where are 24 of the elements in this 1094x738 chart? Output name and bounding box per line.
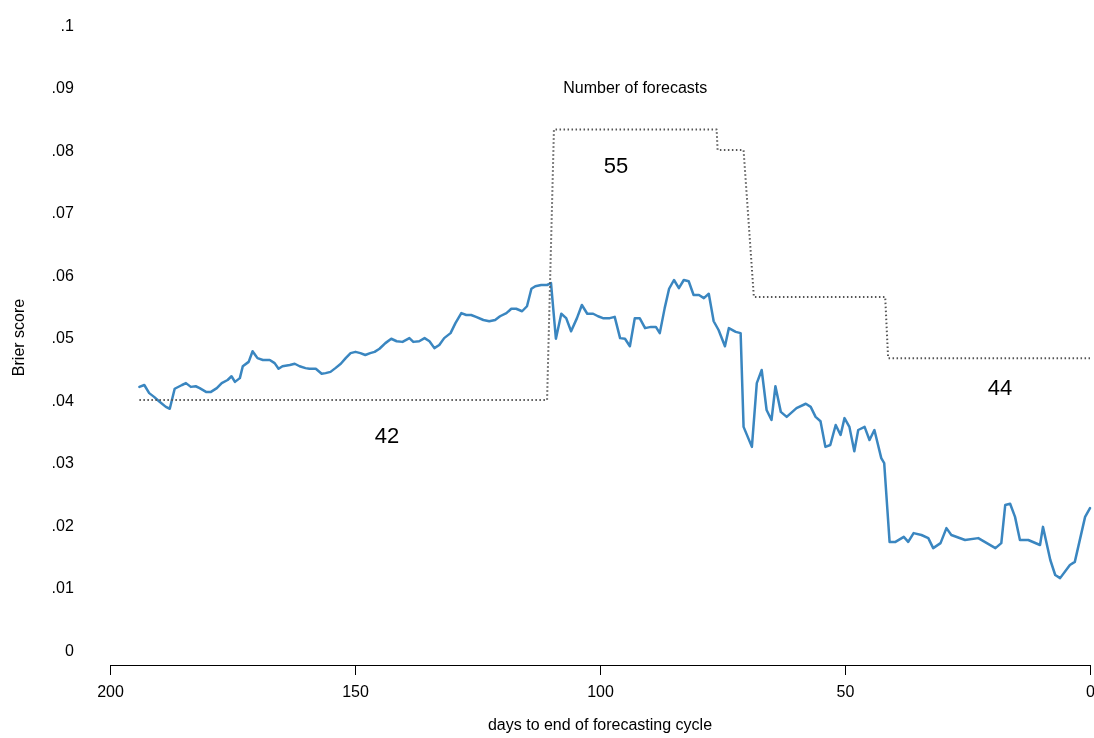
- y-tick-label: .1: [60, 16, 74, 34]
- y-tick-label: .04: [51, 391, 74, 409]
- y-tick-label: .07: [51, 204, 74, 222]
- annotation: 42: [374, 422, 400, 448]
- annotation: 44: [987, 374, 1013, 400]
- y-tick-label: 0: [64, 641, 74, 659]
- line-series: [138, 278, 1092, 580]
- y-tick-label: .05: [51, 329, 74, 347]
- x-tick-label: 200: [97, 683, 124, 701]
- y-tick-label: .02: [51, 516, 74, 534]
- y-tick-label: .03: [51, 454, 74, 472]
- text: Number of forecasts: [563, 79, 708, 97]
- y-tick-label: .06: [51, 266, 74, 284]
- y-axis-title: Brier score: [10, 298, 27, 377]
- line-series: [138, 128, 1091, 401]
- x-tick-label: 150: [342, 683, 369, 701]
- y-tick-label: .09: [51, 79, 74, 97]
- y-tick-label: .08: [51, 141, 74, 159]
- y-tick-label: .01: [51, 579, 74, 597]
- annotation: 55: [603, 152, 629, 178]
- x-tick-label: 100: [587, 683, 614, 701]
- x-tick-label: 0: [1086, 683, 1094, 701]
- x-tick-label: 50: [836, 683, 855, 701]
- x-axis-title: days to end of forecasting cycle: [487, 716, 713, 733]
